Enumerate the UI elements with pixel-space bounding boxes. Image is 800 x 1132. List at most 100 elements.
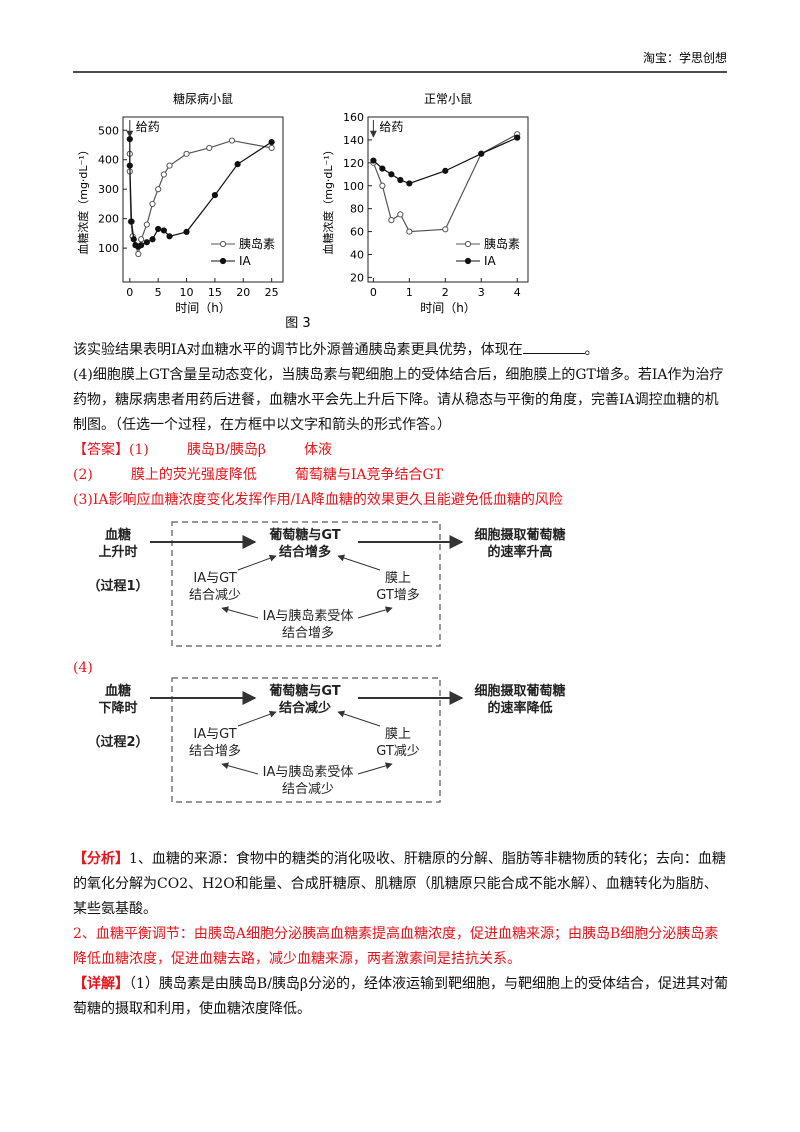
y-tick-label: 500 (98, 124, 119, 137)
data-point (149, 200, 156, 208)
diagram-node-text: 膜上 (385, 571, 411, 586)
question4: (4)细胞膜上GT含量呈动态变化，当胰岛素与靶细胞上的受体结合后，细胞膜上的GT… (73, 367, 724, 433)
arrow (337, 710, 381, 727)
answer-text: (3)IA影响应血糖浓度变化发挥作用/IA降血糖的效果更久且能避免低血糖的风险 (73, 492, 563, 508)
data-point (128, 218, 135, 225)
diagram-node-text: （过程1） (87, 578, 148, 594)
arrow (237, 554, 277, 571)
analysis-1: 【分析】1、血糖的来源：食物中的糖类的消化吸收、肝糖原的分解、脂肪等非糖物质的转… (73, 847, 728, 922)
data-point (397, 176, 404, 184)
answer-3: (3)IA影响应血糖浓度变化发挥作用/IA降血糖的效果更久且能避免低血糖的风险 (73, 488, 728, 513)
data-point (155, 186, 162, 193)
diagram-node-text: 膜上 (385, 727, 411, 742)
legend-marker (464, 257, 472, 265)
detail-text: （1）胰岛素是由胰岛B/胰岛β分泌的，经体液运输到靶细胞，与靶细胞上的受体结合，… (73, 976, 729, 1017)
y-axis-label: 血糖浓度（mg·dL⁻¹） (76, 144, 90, 255)
data-point (478, 150, 485, 157)
x-axis-label: 时间（h） (175, 301, 231, 315)
answer-text: 膜上的荧光强度降低 (130, 467, 257, 483)
data-point (166, 162, 173, 169)
x-tick-label: 4 (514, 286, 521, 299)
y-tick-label: 160 (343, 111, 364, 124)
answer-2: (2) 膜上的荧光强度降低 葡萄糖与IA竞争结合GT (73, 463, 728, 488)
data-point (138, 242, 145, 249)
diagram-node-text: GT增多 (376, 587, 420, 603)
x-tick-label: 3 (478, 286, 485, 299)
y-tick-label: 400 (98, 154, 119, 167)
q3-end: 。 (584, 342, 599, 358)
q3-text: 该实验结果表明IA对血糖水平的调节比外源普通胰岛素更具优势，体现在 (73, 342, 523, 358)
y-tick-label: 200 (98, 213, 119, 226)
data-point (149, 236, 156, 243)
data-point (155, 225, 162, 233)
y-tick-label: 40 (350, 249, 364, 262)
header-title: 淘宝：学思创想 (643, 50, 727, 65)
x-tick-label: 15 (208, 286, 222, 299)
data-point (126, 135, 133, 143)
x-axis-label: 时间（h） (420, 301, 476, 315)
diagram-node-text: 的速率降低 (487, 700, 552, 716)
series-line (129, 139, 272, 255)
x-tick-label: 10 (180, 286, 194, 299)
chart-title: 正常小鼠 (424, 92, 472, 106)
y-tick-label: 80 (350, 203, 364, 216)
data-point (143, 239, 150, 246)
diagram-node-text: IA与GT (193, 727, 236, 742)
diagram-node-text: 细胞摄取葡萄糖 (474, 527, 565, 543)
series-line (129, 139, 272, 248)
legend-label: 胰岛素 (239, 236, 275, 251)
series-line (372, 137, 518, 185)
plot-frame (122, 116, 284, 283)
detail-label: 【详解】 (73, 976, 129, 992)
data-point (126, 162, 133, 169)
y-tick-label: 300 (98, 183, 119, 196)
data-point (183, 150, 190, 157)
dashed-box (171, 677, 441, 803)
data-point (388, 171, 395, 178)
y-tick-label: 120 (343, 157, 364, 170)
x-tick-label: 2 (442, 286, 449, 299)
diagram-node-text: 结合增多 (279, 544, 331, 560)
diagram-node-text: IA与胰岛素受体 (263, 764, 354, 780)
diagram-node-text: 结合减少 (279, 700, 331, 716)
y-tick-label: 100 (98, 242, 119, 255)
legend-marker (464, 240, 472, 248)
annotation: 给药 (379, 120, 403, 134)
answer-1: 【答案】(1) 胰岛B/胰岛β 体液 (73, 438, 728, 463)
diagram-node-text: GT减少 (376, 744, 420, 759)
y-tick-label: 20 (350, 271, 364, 284)
data-point (135, 250, 142, 258)
y-axis-label: 血糖浓度（mg·dL⁻¹） (321, 144, 335, 255)
answer-label: (2) (73, 467, 93, 483)
answer-text: 体液 (303, 442, 332, 458)
y-tick-label: 140 (343, 134, 364, 147)
y-tick-label: 60 (350, 226, 364, 239)
series-line (372, 133, 518, 233)
data-point (406, 180, 413, 187)
x-tick-label: 5 (155, 286, 162, 299)
diagram-node-text: 结合减少 (282, 782, 334, 797)
data-point (442, 167, 449, 174)
data-point (388, 217, 395, 224)
plot-frame (367, 116, 529, 283)
diagram-node-text: 葡萄糖与GT (268, 683, 340, 699)
data-point (370, 157, 377, 164)
data-point (160, 227, 167, 234)
data-point (379, 165, 386, 172)
diagram-node-text: 细胞摄取葡萄糖 (474, 683, 565, 699)
diagram-node-text: 上升时 (98, 544, 137, 560)
data-point (268, 144, 275, 152)
annotation: 给药 (136, 120, 160, 134)
data-point (166, 233, 173, 240)
legend-label: IA (484, 254, 497, 268)
answer-label: 【答案】(1) (73, 442, 149, 458)
x-tick-label: 25 (265, 286, 279, 299)
data-point (206, 144, 213, 152)
diagram-node-text: （过程2） (87, 734, 148, 750)
diagram-node-text: 葡萄糖与GT (268, 527, 340, 543)
diagram-node-text: 结合增多 (282, 625, 334, 641)
mechanism-diagram: 血糖上升时葡萄糖与GT结合增多细胞摄取葡萄糖的速率升高（过程1）IA与GT结合减… (87, 521, 566, 647)
data-point (268, 138, 275, 146)
legend-marker (219, 257, 227, 265)
